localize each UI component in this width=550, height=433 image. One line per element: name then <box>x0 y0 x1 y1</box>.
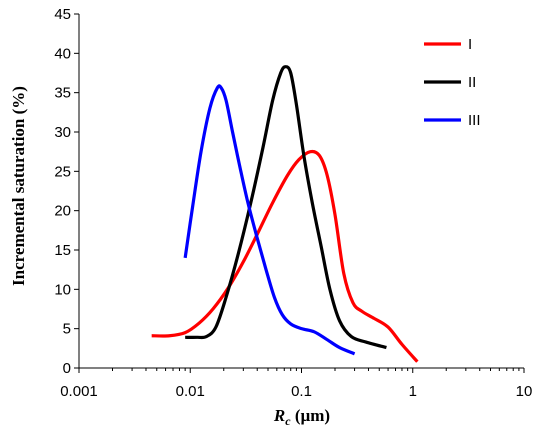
y-axis-label: Incremental saturation (%) <box>9 86 28 286</box>
series-lines <box>151 65 419 363</box>
x-tick-label: 0.001 <box>60 383 98 400</box>
x-tick-label: 0.1 <box>291 383 312 400</box>
axes: 0 5 10 15 20 25 30 35 40 45 0.001 0.01 0.1 1 10 <box>54 6 532 400</box>
legend-label-1: I <box>468 36 472 53</box>
y-tick-label: 20 <box>54 203 71 220</box>
x-tick-label: 0.01 <box>176 383 205 400</box>
legend-label-2: II <box>468 74 476 91</box>
series-line-1 <box>151 149 419 363</box>
y-tick-label: 0 <box>63 360 71 377</box>
series-line-3 <box>183 84 356 356</box>
y-tick-label: 10 <box>54 281 71 298</box>
x-tick-label: 1 <box>409 383 417 400</box>
y-tick-label: 35 <box>54 85 71 102</box>
x-axis-label-sub: c <box>285 414 291 428</box>
y-tick-label: 5 <box>63 321 71 338</box>
y-tick-label: 25 <box>54 163 71 180</box>
x-axis-label-unit: (µm) <box>291 406 331 425</box>
x-tick-label: 10 <box>516 383 533 400</box>
series-line-2 <box>185 65 387 350</box>
y-tick-label: 30 <box>54 124 71 141</box>
y-tick-label: 40 <box>54 45 71 62</box>
x-axis-label-main: R <box>273 406 285 425</box>
y-tick-label: 15 <box>54 242 71 259</box>
legend-label-3: III <box>468 112 481 129</box>
y-tick-label: 45 <box>54 6 71 23</box>
x-axis-label: Rc (µm) <box>273 406 330 428</box>
